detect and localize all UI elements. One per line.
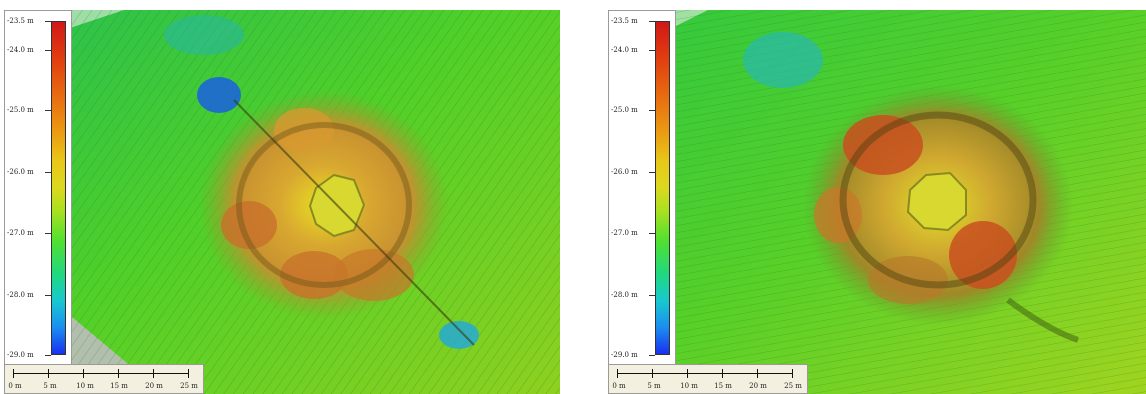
legend-label: -23.5 m: [7, 17, 34, 25]
legend-label: -27.0 m: [7, 229, 34, 237]
legend-label: -26.0 m: [611, 168, 638, 176]
scale-tick: [83, 369, 84, 378]
depth-legend-right: -23.5 m -24.0 m -25.0 m -26.0 m -27.0 m …: [608, 10, 676, 366]
legend-label: -23.5 m: [611, 17, 638, 25]
legend-tick: [649, 233, 655, 234]
legend-label: -29.0 m: [7, 351, 34, 359]
scale-tick: [792, 369, 793, 378]
scale-label: 20 m: [749, 382, 767, 390]
scale-tick: [652, 369, 653, 378]
scale-bar-left: 0 m 5 m 10 m 15 m 20 m 25 m: [4, 364, 204, 394]
legend-tick: [45, 295, 51, 296]
legend-tick: [45, 110, 51, 111]
legend-label: -24.0 m: [611, 46, 638, 54]
scale-label: 5 m: [647, 382, 661, 390]
scale-label: 20 m: [145, 382, 163, 390]
scale-label: 10 m: [76, 382, 94, 390]
legend-tick: [649, 355, 655, 356]
scale-line: [617, 373, 793, 374]
scale-label: 25 m: [180, 382, 198, 390]
legend-label: -28.0 m: [611, 291, 638, 299]
scale-label: 0 m: [612, 382, 626, 390]
legend-tick: [45, 172, 51, 173]
legend-label: -27.0 m: [611, 229, 638, 237]
legend-label: -26.0 m: [7, 168, 34, 176]
scale-label: 15 m: [110, 382, 128, 390]
depth-colorbar: [655, 21, 670, 355]
scale-label: 25 m: [784, 382, 802, 390]
legend-label: -28.0 m: [7, 291, 34, 299]
bathymetry-panel-left: -23.5 m -24.0 m -25.0 m -26.0 m -27.0 m …: [4, 10, 560, 394]
scale-tick: [48, 369, 49, 378]
scale-tick: [687, 369, 688, 378]
scale-tick: [188, 369, 189, 378]
depth-colorbar: [51, 21, 66, 355]
legend-label: -29.0 m: [611, 351, 638, 359]
legend-tick: [45, 50, 51, 51]
bathymetry-panel-right: -23.5 m -24.0 m -25.0 m -26.0 m -27.0 m …: [608, 10, 1146, 394]
legend-label: -25.0 m: [611, 106, 638, 114]
scale-tick: [617, 369, 618, 378]
scale-tick: [118, 369, 119, 378]
legend-tick: [649, 110, 655, 111]
scale-line: [13, 373, 189, 374]
legend-tick: [649, 172, 655, 173]
legend-tick: [45, 355, 51, 356]
scale-bar-right: 0 m 5 m 10 m 15 m 20 m 25 m: [608, 364, 808, 394]
scale-tick: [153, 369, 154, 378]
scale-tick: [13, 369, 14, 378]
scale-label: 5 m: [43, 382, 57, 390]
scale-label: 0 m: [8, 382, 22, 390]
scale-tick: [757, 369, 758, 378]
legend-label: -24.0 m: [7, 46, 34, 54]
scale-label: 15 m: [714, 382, 732, 390]
legend-tick: [649, 295, 655, 296]
scale-tick: [722, 369, 723, 378]
legend-label: -25.0 m: [7, 106, 34, 114]
legend-tick: [45, 233, 51, 234]
scale-label: 10 m: [680, 382, 698, 390]
bathymetry-map-right: [608, 10, 1146, 394]
legend-tick: [649, 50, 655, 51]
depth-legend-left: -23.5 m -24.0 m -25.0 m -26.0 m -27.0 m …: [4, 10, 72, 366]
legend-tick: [45, 21, 51, 22]
bathymetry-map-left: [4, 10, 560, 394]
legend-tick: [649, 21, 655, 22]
